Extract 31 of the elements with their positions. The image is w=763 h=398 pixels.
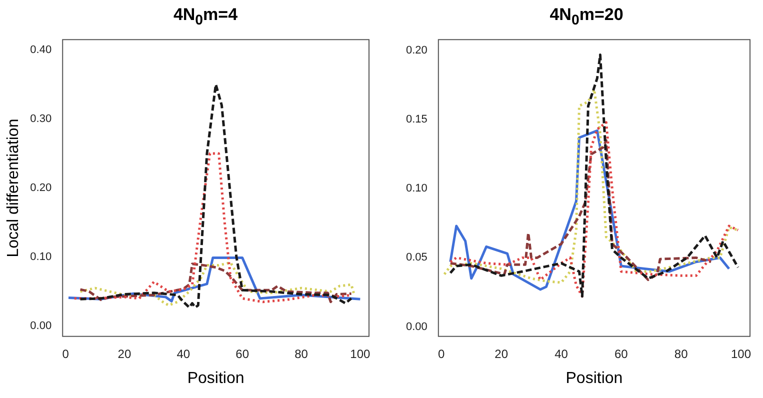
line-series [79, 83, 353, 309]
x-tick-label: 0 [62, 346, 70, 361]
x-axis-title: Position [566, 370, 623, 387]
x-tick-label: 60 [614, 346, 628, 361]
x-tick-label: 20 [494, 346, 508, 361]
y-tick-label: 0.10 [406, 182, 428, 195]
x-tick-label: 100 [350, 346, 370, 361]
x-tick-label: 20 [118, 346, 132, 361]
y-tick-label: 0.05 [406, 252, 428, 264]
y-tick-label: 0.00 [30, 320, 52, 332]
line-series [449, 54, 740, 298]
x-tick-label: 0 [438, 346, 446, 361]
x-tick-label: 60 [236, 346, 250, 361]
y-tick-label: 0.30 [30, 113, 52, 126]
line-series [443, 88, 740, 284]
x-tick-label: 100 [730, 346, 752, 361]
x-axis-title: Position [187, 370, 244, 387]
y-axis-title: Local differentiation [5, 118, 22, 258]
y-tick-label: 0.20 [30, 182, 52, 194]
y-tick-label: 0.40 [30, 44, 52, 56]
x-tick-label: 80 [674, 346, 688, 361]
chart-title: 4N$_{0}$m=4 [172, 4, 239, 30]
y-tick-label: 0.00 [406, 320, 428, 333]
x-tick-label: 40 [554, 346, 568, 361]
chart-title: 4N$_{0}$m=20 [548, 4, 624, 30]
x-tick-label: 40 [176, 346, 190, 361]
line-series [449, 139, 712, 282]
x-tick-label: 80 [294, 346, 308, 361]
y-tick-label: 0.15 [406, 114, 428, 126]
y-tick-label: 0.20 [406, 44, 428, 57]
y-tick-label: 0.10 [30, 251, 52, 264]
